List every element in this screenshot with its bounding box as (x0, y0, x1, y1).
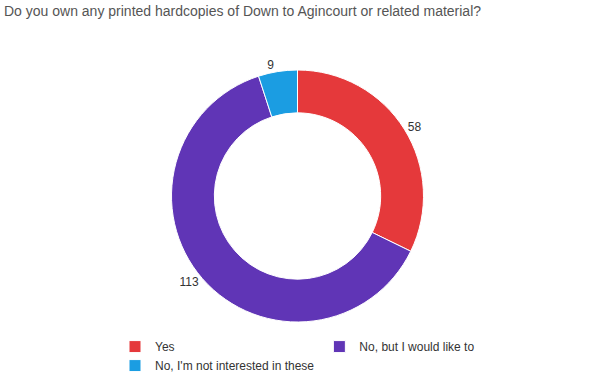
svg-text:Do you own any printed hardcop: Do you own any printed hardcopies of Dow… (4, 3, 481, 19)
svg-text:No, I'm not interested in thes: No, I'm not interested in these (155, 359, 314, 373)
svg-text:113: 113 (179, 275, 198, 289)
svg-text:9: 9 (267, 58, 274, 72)
svg-text:No, but I would like to: No, but I would like to (359, 340, 474, 354)
svg-text:Yes: Yes (155, 340, 175, 354)
svg-text:58: 58 (408, 120, 422, 134)
